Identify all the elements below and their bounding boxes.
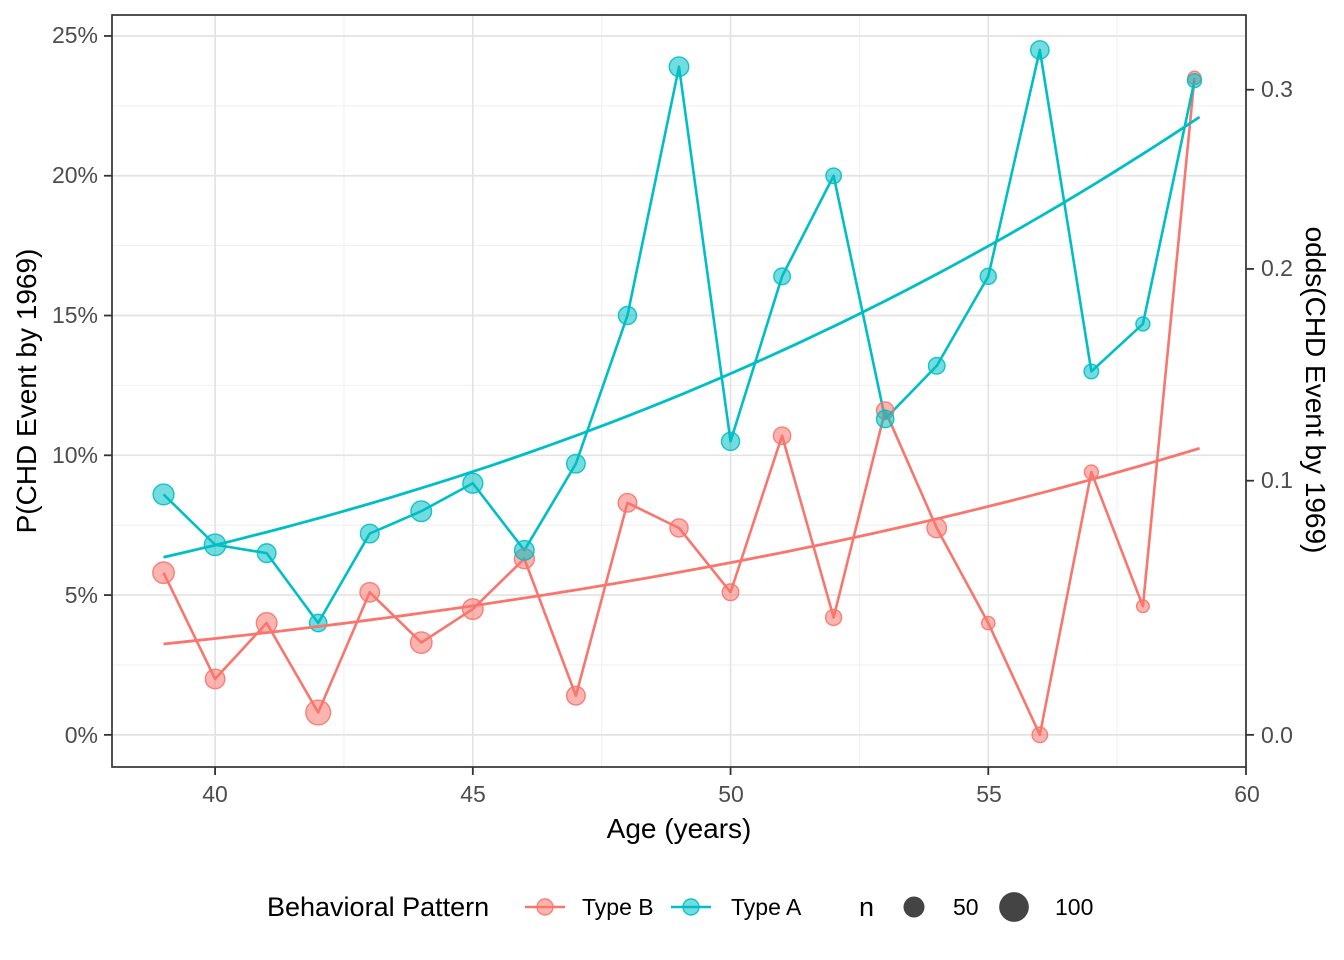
data-point-type-a: [565, 453, 586, 474]
y2-axis-tick-label: 0.1: [1261, 467, 1293, 493]
data-point-type-a: [1135, 316, 1151, 332]
y2-axis-tick-label: 0.3: [1261, 76, 1293, 102]
x-axis-tick-label: 40: [202, 781, 228, 807]
data-point-type-a: [1083, 363, 1100, 380]
data-point-type-b: [1135, 599, 1150, 614]
data-point-type-a: [773, 267, 792, 286]
data-point-type-a: [1186, 73, 1203, 89]
data-point-type-b: [255, 612, 278, 635]
data-point-type-a: [720, 431, 741, 452]
data-point-type-a: [875, 409, 895, 429]
data-point-type-a: [825, 167, 843, 185]
data-point-type-b: [565, 685, 586, 706]
y-axis-tick-label: 25%: [51, 22, 98, 48]
data-point-type-a: [668, 56, 690, 78]
x-axis-tick-label: 45: [460, 781, 486, 807]
data-point-type-b: [1031, 726, 1049, 744]
y-axis-tick-label: 20%: [51, 162, 98, 188]
x-axis-tick-label: 60: [1234, 781, 1260, 807]
x-axis-tick-label: 55: [976, 781, 1002, 807]
data-point-type-a: [927, 356, 946, 375]
data-point-type-b: [461, 598, 484, 621]
legend-pattern-title: Behavioral Pattern: [267, 892, 490, 922]
data-point-type-a: [359, 523, 380, 544]
data-point-type-b: [721, 583, 740, 602]
data-point-type-b: [305, 699, 332, 726]
legend-size-key-100: [999, 892, 1029, 922]
legend-size-key-50: [903, 896, 925, 918]
data-point-type-b: [824, 608, 843, 627]
y-axis-tick-label: 5%: [64, 582, 98, 608]
x-axis-title: Age (years): [606, 813, 752, 844]
y-axis-title: P(CHD Event by 1969): [11, 248, 42, 534]
legend-size-50-label: 50: [953, 894, 979, 920]
legend-size-title: n: [859, 892, 875, 922]
panel-border: [111, 14, 1247, 768]
data-point-type-b: [152, 561, 175, 585]
data-point-type-b: [409, 631, 433, 655]
smooth-fit-type-b: [163, 446, 1201, 646]
data-point-type-a: [152, 483, 175, 506]
data-point-type-a: [513, 539, 535, 561]
x-axis-tick-label: 50: [718, 781, 744, 807]
data-point-type-a: [308, 613, 328, 633]
data-point-type-a: [462, 472, 484, 494]
data-point-type-b: [772, 426, 792, 446]
legend-item-type-a-label: Type A: [731, 894, 802, 920]
panel-background: [112, 15, 1246, 767]
data-point-type-b: [669, 518, 689, 538]
smooth-fit-type-a: [163, 115, 1201, 559]
data-point-type-a: [1029, 40, 1050, 60]
data-point-type-b: [359, 581, 381, 603]
y2-axis-tick-label: 0.0: [1261, 722, 1293, 748]
legend-size-100-label: 100: [1055, 894, 1094, 920]
data-point-type-a: [979, 267, 997, 286]
data-point-type-b: [617, 492, 638, 513]
data-point-type-a: [410, 500, 433, 523]
y-axis-tick-label: 15%: [51, 302, 98, 328]
y-axis-tick-label: 0%: [64, 722, 98, 748]
data-point-type-b: [980, 615, 996, 631]
data-point-type-a: [617, 305, 638, 326]
legend-item-type-b-label: Type B: [582, 894, 654, 920]
y2-axis-tick-label: 0.2: [1261, 255, 1293, 281]
y2-axis-title: odds(CHD Event by 1969): [1300, 226, 1331, 554]
legend-key-dot-type-a: [682, 898, 700, 916]
data-point-type-b: [204, 668, 226, 690]
legend-key-dot-type-b: [536, 898, 554, 916]
y-axis-tick-label: 10%: [51, 442, 98, 468]
data-point-type-a: [256, 543, 277, 564]
